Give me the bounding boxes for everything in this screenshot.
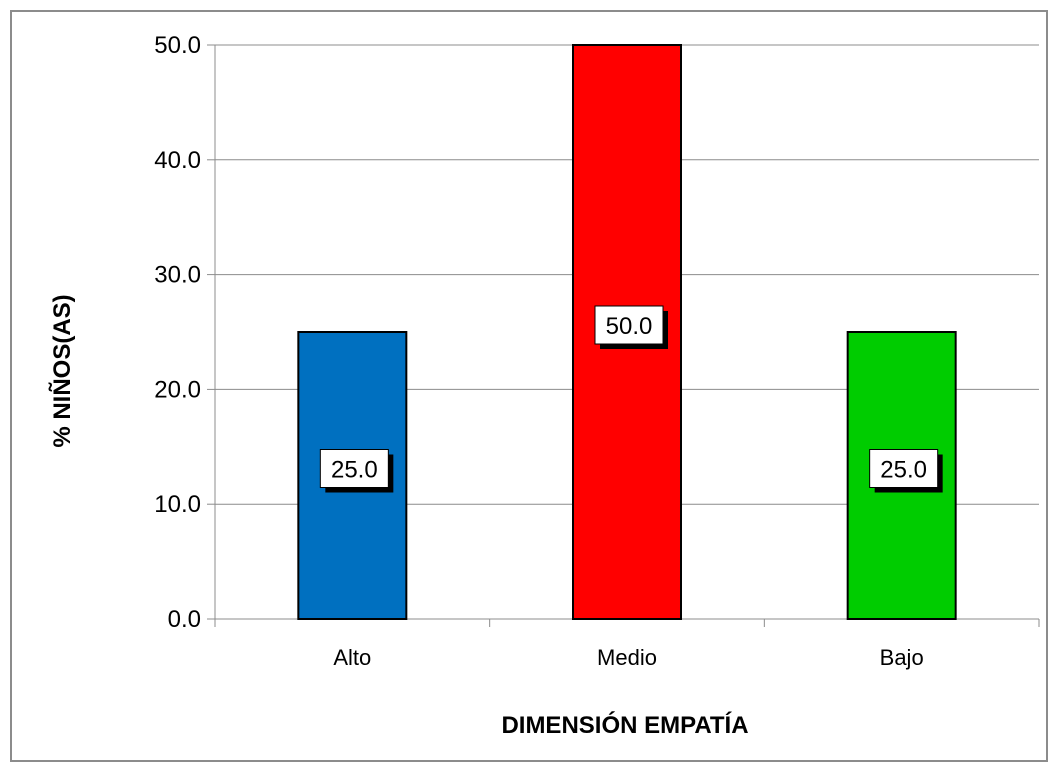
y-tick-label: 40.0: [154, 147, 201, 174]
data-label: 50.0: [594, 305, 668, 349]
data-label-box: [319, 449, 389, 488]
x-tick-label: Medio: [597, 645, 657, 670]
y-tick-label: 50.0: [154, 32, 201, 59]
y-axis-title: % NIÑOS(AS): [48, 294, 76, 447]
data-label: 25.0: [869, 449, 943, 493]
data-label-value: 25.0: [880, 457, 927, 484]
data-label-value: 25.0: [331, 457, 378, 484]
y-tick-label: 30.0: [154, 262, 201, 289]
data-labels: 25.0 50.0 25.0: [319, 305, 943, 493]
data-label-box: [869, 449, 939, 488]
y-tick-label: 20.0: [154, 376, 201, 403]
data-label-value: 50.0: [606, 313, 653, 340]
y-tick-label: 0.0: [168, 606, 201, 633]
y-tick-label: 10.0: [154, 491, 201, 518]
x-tick-label: Alto: [333, 645, 371, 670]
axes: 0.0 10.0 20.0 30.0 40.0 50.0 Alto Medio Bajo: [154, 32, 1040, 670]
data-label-box: [594, 305, 664, 345]
data-label: 25.0: [319, 449, 394, 493]
x-tick-label: Bajo: [880, 645, 924, 670]
x-axis-title: DIMENSIÓN EMPATÍA: [501, 711, 748, 739]
